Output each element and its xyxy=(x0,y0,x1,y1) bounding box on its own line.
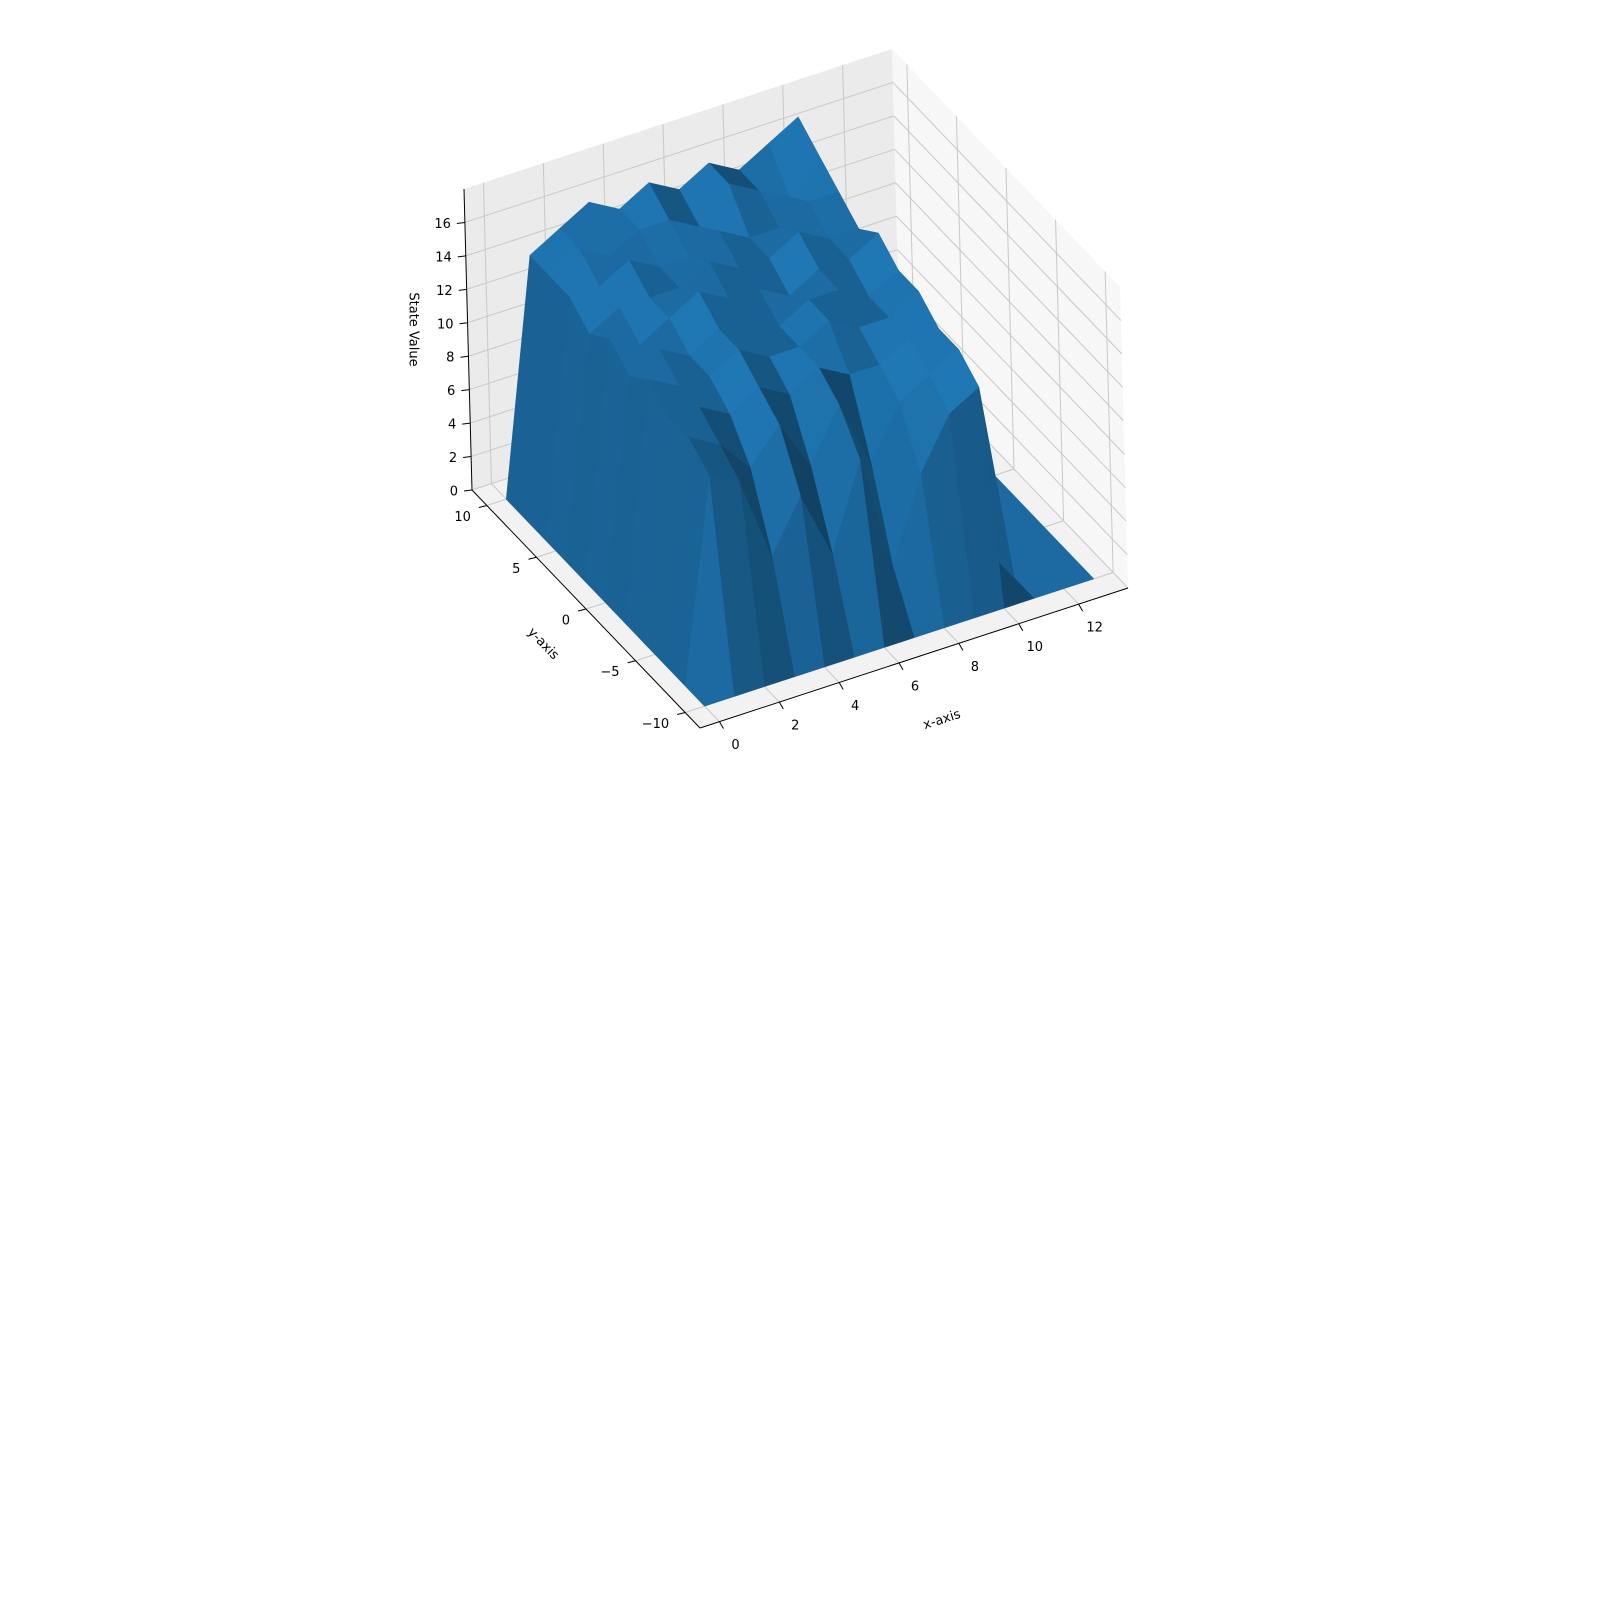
x-tick xyxy=(838,682,844,690)
x-tick-label: 2 xyxy=(791,719,799,734)
y-tick xyxy=(577,608,587,612)
z-tick xyxy=(463,489,473,492)
z-tick-label: 10 xyxy=(437,317,454,332)
x-tick xyxy=(1018,623,1024,631)
grid-line xyxy=(465,115,894,257)
grid-line xyxy=(464,81,894,223)
x-tick-label: 4 xyxy=(851,699,859,714)
z-tick-label: 16 xyxy=(434,217,451,232)
x-tick xyxy=(778,701,784,710)
z-tick-label: 8 xyxy=(446,351,454,366)
x-tick xyxy=(1078,603,1084,612)
z-tick-label: 12 xyxy=(436,284,453,299)
grid-line xyxy=(892,82,1122,321)
grid-line xyxy=(895,182,1124,422)
z-tick-label: 14 xyxy=(435,250,452,265)
z-tick xyxy=(460,355,469,358)
z-tick xyxy=(458,288,467,291)
z-tick xyxy=(459,322,468,325)
y-axis-label: y-axis xyxy=(524,625,561,663)
surface xyxy=(505,116,1094,707)
y-tick xyxy=(627,660,636,664)
z-tick xyxy=(463,456,472,459)
z-tick-label: 4 xyxy=(448,418,456,433)
x-tick-label: 10 xyxy=(1026,640,1043,655)
grid-line xyxy=(896,215,1125,455)
grid-line xyxy=(897,282,1127,522)
z-tick xyxy=(456,221,465,224)
x-tick-label: 6 xyxy=(911,679,919,694)
grid-line xyxy=(1005,167,1015,470)
x-tick-label: 0 xyxy=(731,738,739,753)
grid-line xyxy=(1104,271,1114,573)
z-tick xyxy=(462,422,471,425)
x-tick xyxy=(898,662,904,671)
z-tick xyxy=(461,389,470,392)
surface-face xyxy=(899,375,950,474)
x-tick-label: 8 xyxy=(971,660,979,675)
y-tick-label: −5 xyxy=(600,665,619,680)
y-tick xyxy=(677,711,686,715)
axis-line xyxy=(699,587,1129,729)
y-tick-label: 10 xyxy=(454,510,471,525)
grid-line xyxy=(482,182,492,484)
z-tick-label: 0 xyxy=(450,485,458,500)
grid-line xyxy=(1055,219,1065,521)
y-tick-label: 5 xyxy=(512,562,520,577)
z-tick-label: 2 xyxy=(449,451,457,466)
surface-face xyxy=(688,437,741,483)
x-tick xyxy=(719,721,724,729)
grid-line xyxy=(893,115,1123,355)
grid-line xyxy=(896,249,1126,489)
x-tick xyxy=(958,643,964,651)
x-axis-label: x-axis xyxy=(921,707,962,733)
y-tick xyxy=(528,556,537,560)
y-tick-label: −10 xyxy=(642,717,669,732)
x-tick-label: 12 xyxy=(1086,621,1103,636)
grid-line xyxy=(894,148,1124,388)
y-tick-label: 0 xyxy=(562,614,570,629)
z-tick-label: 6 xyxy=(447,384,455,399)
z-axis-label: State Value xyxy=(406,292,421,366)
y-tick xyxy=(478,505,487,509)
axis-line xyxy=(463,188,473,491)
z-tick xyxy=(457,255,466,258)
